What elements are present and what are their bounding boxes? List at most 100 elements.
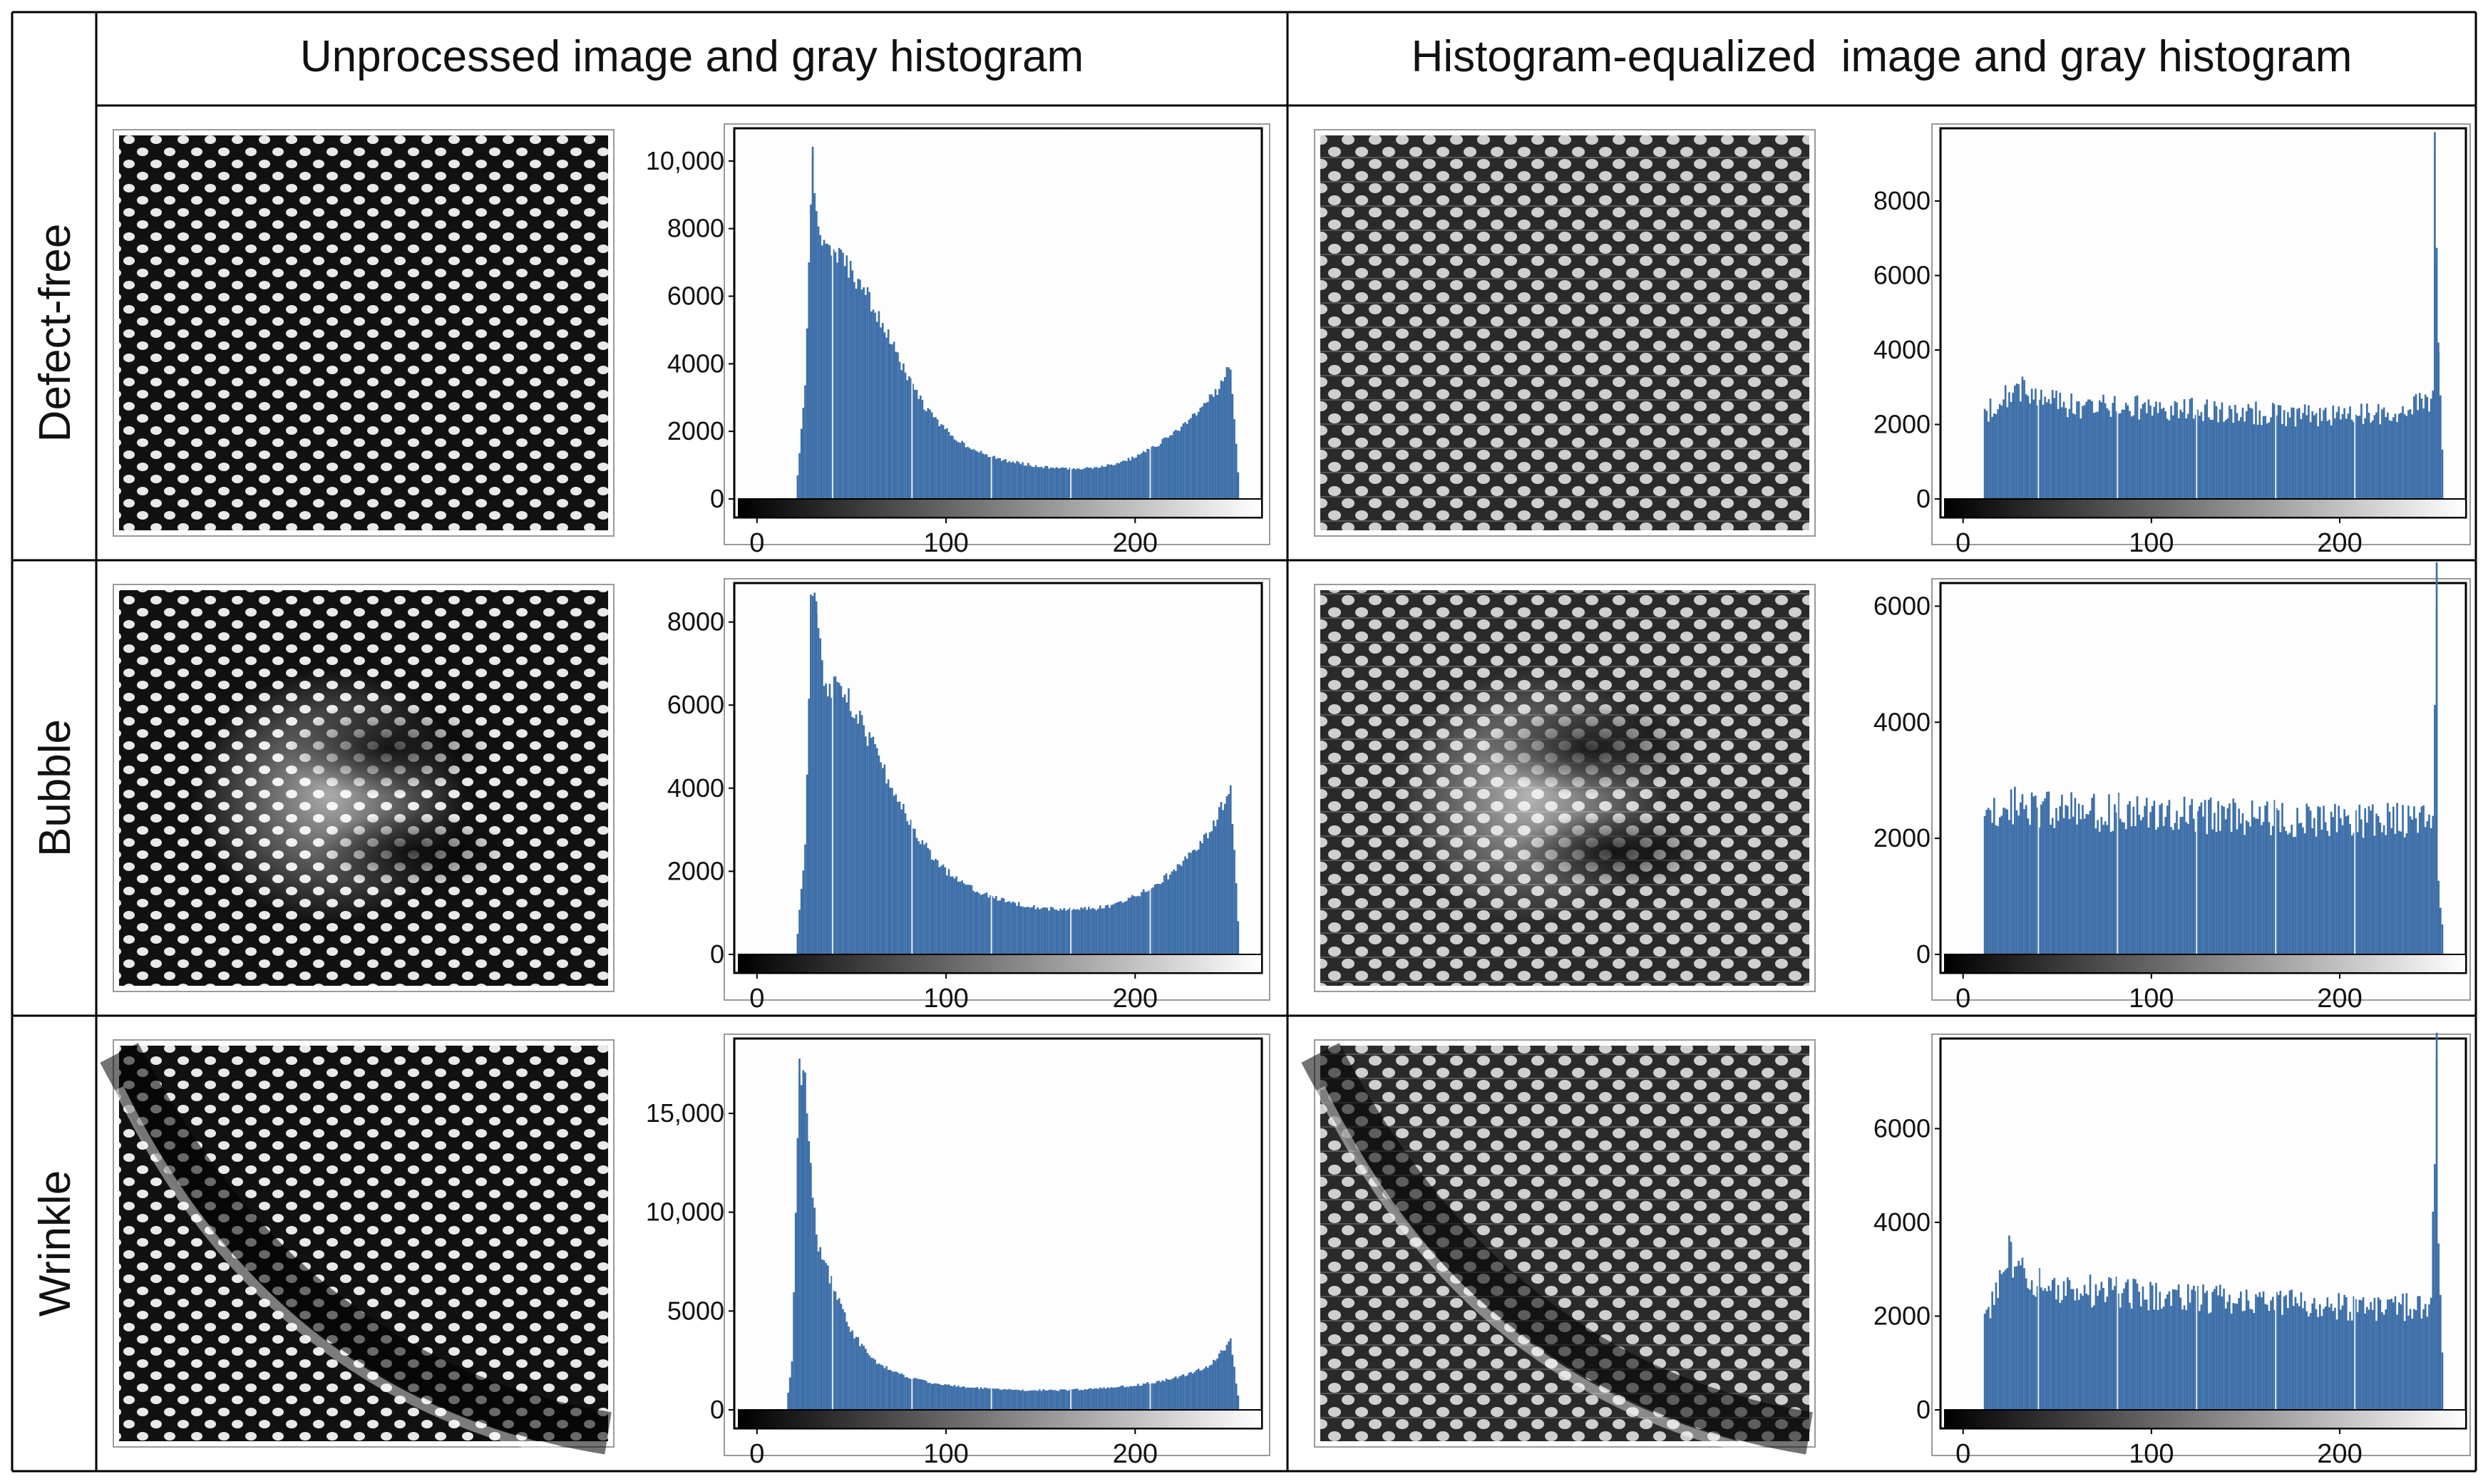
wrinkle-band [1301,1043,1813,1455]
histogram-bar [1093,467,1096,499]
histogram-bar [788,1377,791,1410]
histogram-bars [796,134,1240,499]
histogram-bar [1196,415,1198,499]
histogram-bar [1010,1389,1012,1410]
histogram-bar [2176,1289,2178,1410]
histogram-bar [1167,879,1170,954]
histogram-bar [2245,820,2248,954]
histogram-bar [2215,406,2218,499]
histogram-bar [1178,864,1181,954]
histogram-bar [2124,829,2127,954]
grayscale-strip [1944,954,2467,974]
histogram-bar [2082,805,2084,954]
histogram-bar [1084,907,1086,954]
histogram-bar [2061,407,2063,499]
histogram-bar [974,1387,977,1410]
histogram-bar [2388,811,2391,954]
histogram-bar [811,1197,814,1410]
histogram-bar [1006,902,1009,954]
histogram-bar [2038,1268,2041,1410]
histogram-bar [2130,1308,2133,1410]
histogram-bar [1039,467,1041,499]
histogram-bar [919,395,922,499]
histogram-bar [2162,1306,2165,1410]
histogram-bar [1019,906,1022,954]
histogram-bar [1201,843,1203,954]
histogram-bar [1213,820,1215,954]
histogram-bar [2394,833,2397,954]
histogram-bar [2309,422,2312,499]
histogram-bar [2343,408,2345,499]
histogram-bar [2422,1309,2425,1410]
histogram-bar [2004,385,2007,499]
histogram-bar [900,809,903,954]
histogram-bar [1017,462,1020,499]
histogram-bar [2196,811,2199,954]
histogram-bar [2023,380,2025,499]
histogram-bar [1118,901,1121,954]
histogram-bar [2405,833,2408,954]
histogram-bar [870,1357,873,1410]
histogram-bar [1141,453,1143,499]
histogram-bar [913,828,916,954]
histogram-bar [2403,837,2406,954]
histogram-bar [1074,469,1077,499]
histogram-bar [857,279,860,499]
histogram-bar [898,801,901,954]
histogram-bar [1046,907,1049,954]
histogram-bar [2057,408,2060,499]
histogram-bar [1138,1386,1141,1410]
histogram-bar [1225,1344,1228,1410]
fabric-image [119,135,608,530]
histogram-bar [2308,405,2310,499]
histogram-bar [2224,420,2227,499]
histogram-bar [881,768,884,954]
histogram-bar [950,876,952,954]
histogram-bar [1031,907,1034,954]
histogram-bar [1142,889,1145,954]
histogram-bar [2303,833,2306,954]
histogram-bar [2179,409,2182,499]
histogram-bar [2006,809,2009,954]
histogram-bar [2089,1274,2092,1410]
histogram-bar [972,449,975,499]
histogram-bar [2332,817,2335,954]
histogram-bar [2266,801,2268,954]
histogram-bar [2390,1299,2392,1410]
histogram-bar [1086,467,1088,499]
histogram-bar [1991,1291,1993,1410]
x-tick-label: 0 [749,1439,764,1469]
histogram-bar [917,841,920,954]
histogram-bar [2112,1289,2114,1410]
histogram-bar [2029,825,2031,954]
histogram-bar [923,1380,925,1410]
histogram-bar [1089,468,1092,499]
histogram-bar [952,1386,954,1410]
histogram-bar [2012,824,2015,954]
histogram-bar [1025,1391,1028,1410]
histogram-bar [2355,1299,2357,1410]
histogram-bar [2302,827,2304,954]
histogram-bar [870,311,873,499]
histogram-bar [921,840,924,954]
histogram-bar [898,1374,901,1410]
histogram-bar [2283,1296,2286,1410]
histogram-bar [851,1330,854,1410]
histogram-bar [2151,1285,2154,1410]
histogram-bar [2191,398,2193,499]
histogram-bar [1156,883,1158,954]
histogram-bar [1114,1387,1116,1410]
histogram-bar [838,683,841,954]
histogram-bar [874,312,876,499]
histogram-bar [831,255,833,499]
histogram-bar [878,311,880,499]
histogram-bar [2032,399,2035,499]
histogram-bar [868,732,870,954]
histogram-bar [2285,830,2288,954]
histogram-bar [1159,443,1162,499]
histogram-bar [2211,419,2214,499]
histogram-bar [1152,887,1154,954]
histogram-bar [2035,795,2037,954]
histogram-bar [1084,468,1086,499]
histogram-bar [1097,908,1099,954]
